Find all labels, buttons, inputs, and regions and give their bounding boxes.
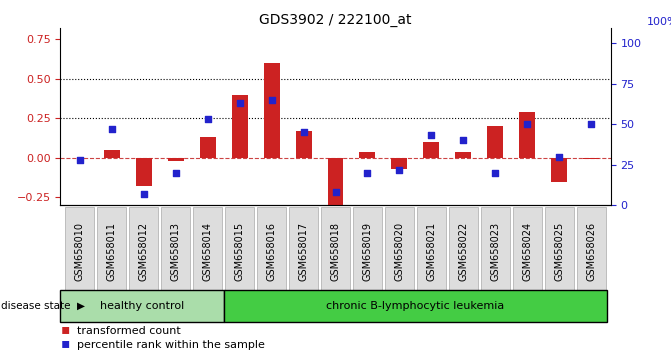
Text: GSM658025: GSM658025 — [554, 222, 564, 281]
Text: GSM658016: GSM658016 — [266, 222, 276, 281]
Text: GSM658012: GSM658012 — [139, 222, 148, 281]
Point — [362, 170, 373, 176]
Text: ▪: ▪ — [60, 322, 70, 336]
Bar — [519, 112, 535, 158]
Point — [586, 121, 597, 127]
Text: GSM658026: GSM658026 — [586, 222, 597, 281]
Bar — [264, 63, 280, 158]
Point — [234, 100, 245, 106]
Bar — [295, 131, 311, 158]
Point — [522, 121, 533, 127]
Point — [426, 133, 437, 138]
Text: GSM658019: GSM658019 — [362, 222, 372, 281]
Bar — [103, 150, 119, 158]
Point — [266, 97, 277, 103]
Text: GSM658023: GSM658023 — [491, 222, 501, 281]
Point — [138, 191, 149, 197]
Text: ▪: ▪ — [60, 336, 70, 350]
Text: transformed count: transformed count — [77, 326, 181, 336]
Bar — [360, 152, 376, 158]
Text: GSM658021: GSM658021 — [427, 222, 436, 281]
Text: GSM658015: GSM658015 — [235, 222, 244, 281]
Bar — [199, 137, 215, 158]
Point — [394, 167, 405, 172]
Bar — [552, 158, 568, 182]
Bar — [423, 142, 440, 158]
Point — [298, 130, 309, 135]
Title: GDS3902 / 222100_at: GDS3902 / 222100_at — [259, 13, 412, 27]
Point — [490, 170, 501, 176]
Bar — [168, 158, 184, 161]
Text: GSM658014: GSM658014 — [203, 222, 213, 281]
Text: 100%: 100% — [646, 17, 671, 27]
Point — [106, 126, 117, 132]
Text: GSM658022: GSM658022 — [458, 222, 468, 281]
Point — [554, 154, 565, 159]
Bar — [327, 158, 344, 207]
Text: GSM658018: GSM658018 — [331, 222, 340, 281]
Bar — [456, 152, 472, 158]
Bar — [136, 158, 152, 185]
Text: healthy control: healthy control — [100, 301, 184, 311]
Point — [74, 157, 85, 163]
Point — [202, 116, 213, 122]
Bar — [231, 95, 248, 158]
Point — [170, 170, 181, 176]
Point — [458, 138, 469, 143]
Text: disease state  ▶: disease state ▶ — [1, 301, 85, 311]
Text: GSM658017: GSM658017 — [299, 222, 309, 281]
Text: percentile rank within the sample: percentile rank within the sample — [77, 341, 265, 350]
Text: GSM658010: GSM658010 — [74, 222, 85, 281]
Text: GSM658020: GSM658020 — [395, 222, 405, 281]
Bar — [391, 158, 407, 169]
Text: GSM658011: GSM658011 — [107, 222, 117, 281]
Text: chronic B-lymphocytic leukemia: chronic B-lymphocytic leukemia — [326, 301, 505, 311]
Point — [330, 189, 341, 195]
Bar — [487, 126, 503, 158]
Bar — [583, 158, 599, 160]
Text: GSM658013: GSM658013 — [170, 222, 180, 281]
Text: GSM658024: GSM658024 — [523, 222, 532, 281]
